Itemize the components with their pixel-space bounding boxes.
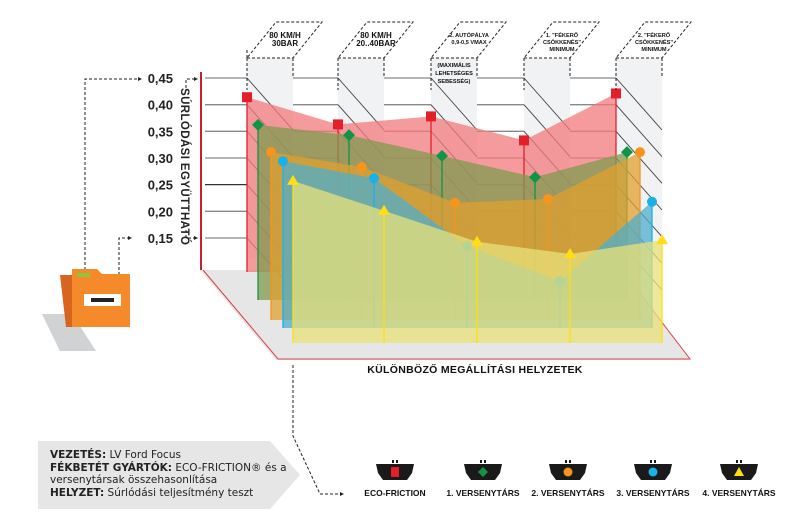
- legend-item: 3. VERSENYTÁRS: [616, 460, 690, 498]
- data-point: [378, 204, 390, 215]
- y-tick-label: 0,20: [148, 204, 173, 219]
- data-point: [278, 156, 288, 167]
- data-point: [436, 149, 448, 162]
- category-label: MINIMUM: [641, 47, 667, 53]
- gridline-diagonal: [615, 77, 663, 131]
- legend-label: 4. VERSENYTÁRS: [702, 488, 776, 498]
- data-point: [450, 197, 460, 208]
- y-tick-label: 0,15: [148, 231, 173, 246]
- data-point: [621, 146, 633, 159]
- data-point: [343, 129, 355, 142]
- data-point: [333, 119, 343, 130]
- category-label: 80 KM/H: [360, 31, 392, 40]
- driving-label: VEZETÉS:: [50, 449, 107, 461]
- category-note: (MAXIMÁLIS: [437, 62, 471, 69]
- y-ticks: 0,45 0,40 0,35 0,30 0,25 0,20 0,15: [148, 71, 173, 246]
- legend-marker: [478, 467, 488, 477]
- gridline-diagonal: [615, 104, 663, 157]
- y-tick-label: 0,25: [148, 178, 173, 193]
- category-label: 80 KM/H: [269, 31, 301, 40]
- category-label: 2. "FÉKERŐ: [638, 31, 671, 39]
- data-point: [369, 173, 379, 184]
- legend-item: 4. VERSENYTÁRS: [702, 460, 776, 498]
- category-label: 1. "FÉKERŐ: [546, 31, 579, 39]
- legend-item: ECO-FRICTION: [364, 460, 426, 498]
- legend-item: 2. VERSENYTÁRS: [531, 460, 605, 498]
- category-label: MINIMUM: [549, 47, 575, 53]
- data-point: [656, 234, 668, 245]
- category-label: CSÖKKENÉS": [543, 38, 581, 46]
- series-layers: [242, 88, 668, 343]
- situation-value: Súrlódási teljesítmény teszt: [107, 486, 254, 499]
- legend: ECO-FRICTION 1. VERSENYTÁRS 2. VERSENYTÁRS…: [364, 460, 776, 498]
- data-point: [357, 162, 367, 173]
- y-tick-label: 0,35: [148, 124, 173, 139]
- category-label: 2. AUTÓPÁLYA: [449, 31, 489, 39]
- category-header: 80 KM/H20..40BAR: [336, 21, 415, 90]
- data-point: [529, 171, 541, 184]
- arrowheads: [128, 77, 344, 496]
- data-point: [266, 147, 276, 158]
- gridline-diagonal: [430, 77, 478, 131]
- legend-label: 3. VERSENYTÁRS: [616, 488, 690, 498]
- legend-marker: [391, 467, 399, 477]
- legend-label: ECO-FRICTION: [364, 488, 425, 498]
- data-point: [564, 247, 576, 258]
- data-point: [242, 92, 252, 103]
- data-point: [611, 88, 621, 99]
- info-box: [38, 441, 300, 509]
- data-point: [635, 147, 645, 158]
- data-point: [647, 196, 657, 207]
- info-text: VEZETÉS: LV Ford Focus FÉKBETÉT GYÁRTÓK:…: [50, 449, 295, 499]
- legend-label: 1. VERSENYTÁRS: [446, 488, 520, 498]
- x-axis-label: KÜLÖNBÖZŐ MEGÁLLÍTÁSI HELYZETEK: [367, 363, 583, 376]
- y-tick-label: 0,30: [148, 151, 173, 166]
- data-point: [287, 174, 299, 185]
- y-axis-label: SÚRLÓDÁSI EGYÜTTHATÓ: [178, 88, 191, 245]
- category-label: CSÖKKENÉS": [635, 38, 673, 46]
- legend-marker: [648, 467, 658, 477]
- data-point: [426, 111, 436, 122]
- data-point: [519, 135, 529, 146]
- series-4: [287, 174, 668, 343]
- data-point: [252, 118, 264, 131]
- legend-item: 1. VERSENYTÁRS: [446, 460, 520, 498]
- category-note: SEBESSÉG): [438, 77, 471, 85]
- category-label: 30BAR: [272, 39, 298, 48]
- y-tick-label: 0,45: [148, 71, 173, 86]
- folder-icon: [42, 252, 130, 351]
- driving-value: LV Ford Focus: [109, 449, 181, 461]
- data-point: [471, 235, 483, 246]
- category-note: LEHETSÉGES: [435, 69, 473, 77]
- manufacturers-label: FÉKBETÉT GYÁRTÓK:: [50, 461, 172, 474]
- legend-marker: [734, 467, 744, 476]
- data-point: [543, 194, 553, 205]
- category-label: 0,9-0,5 VMAX: [451, 40, 486, 46]
- situation-label: HELYZET:: [50, 486, 105, 499]
- category-label: 20..40BAR: [356, 39, 396, 48]
- y-tick-label: 0,40: [148, 98, 173, 113]
- legend-marker: [563, 467, 573, 477]
- manufacturers-value: ECO-FRICTION® és a versenytársak összeha…: [50, 461, 287, 487]
- legend-label: 2. VERSENYTÁRS: [531, 488, 605, 498]
